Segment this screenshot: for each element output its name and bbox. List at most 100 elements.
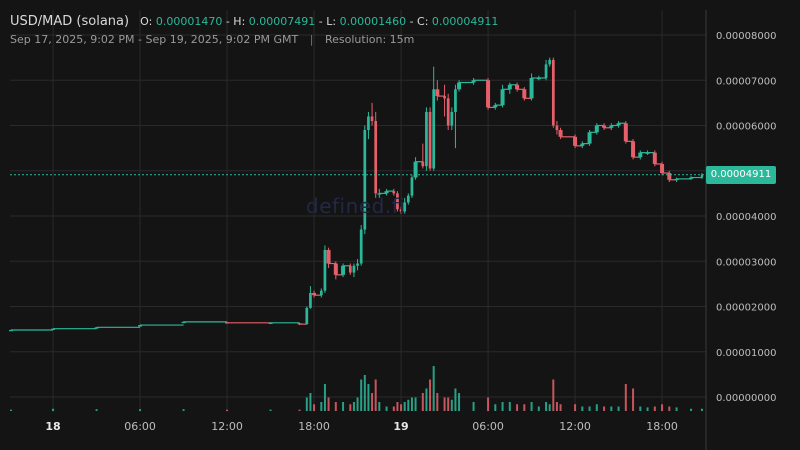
volume-bar: [675, 407, 678, 411]
candle-body: [493, 105, 498, 108]
volume-bar: [410, 397, 413, 411]
volume-bar: [574, 404, 577, 411]
candle-body: [616, 123, 621, 126]
candle-body: [602, 125, 607, 128]
volume-bar: [305, 397, 308, 411]
candle-body: [638, 152, 643, 158]
volume-bar: [396, 402, 399, 411]
candle-body: [341, 265, 346, 275]
candle-body: [410, 177, 414, 196]
volume-bar: [646, 407, 649, 411]
y-tick-label: 0.00004000: [716, 212, 776, 223]
y-axis-labels: 0.000080000.000070000.000060000.00005000…: [716, 31, 776, 404]
date-range: Sep 17, 2025, 9:02 PM - Sep 19, 2025, 9:…: [10, 33, 299, 46]
volume-bar: [95, 409, 98, 411]
volume-bar: [661, 404, 664, 411]
candle-body: [594, 125, 599, 133]
x-tick-label: 06:00: [472, 420, 504, 433]
volume-bar: [407, 399, 410, 411]
volume-bar: [516, 404, 519, 411]
open-value: 0.00001470: [155, 15, 223, 28]
low-sep: -: [318, 15, 327, 28]
candle-body: [374, 120, 378, 194]
volume-bar: [327, 397, 330, 411]
low-key: L:: [326, 15, 337, 28]
chart-header: USD/MAD (solana) O: 0.00001470 - H: 0.00…: [10, 10, 498, 29]
candle-body: [428, 111, 432, 169]
open-label: O:: [140, 15, 153, 28]
candle-body: [623, 123, 628, 142]
candle-body: [435, 89, 440, 97]
candle-body: [555, 125, 559, 131]
x-tick-label: 06:00: [124, 420, 156, 433]
candle-body: [399, 209, 403, 212]
volume-bar: [182, 409, 185, 411]
candle-body: [312, 292, 317, 296]
candle-body: [363, 130, 367, 230]
volume-bar: [52, 408, 55, 411]
candle-body: [384, 191, 389, 194]
candle-body: [396, 193, 399, 210]
candle-body: [515, 84, 520, 90]
volume-bar: [414, 397, 417, 411]
volume-bar: [537, 406, 540, 411]
resolution-label: Resolution: 15m: [324, 33, 415, 46]
volume-bar: [298, 409, 301, 411]
candle-body: [471, 80, 476, 83]
volume-bar: [356, 397, 359, 411]
volume-bar: [610, 406, 613, 411]
candle-body: [660, 163, 665, 174]
volume-bar: [352, 402, 355, 411]
volume-bar: [349, 404, 352, 411]
candle-body: [551, 59, 555, 126]
volume-bars: [10, 366, 703, 411]
candle-body: [652, 152, 657, 164]
volume-bar: [10, 409, 13, 411]
volume-bar: [320, 402, 323, 411]
candle-body: [667, 173, 672, 180]
candle-body: [507, 84, 512, 90]
volume-bar: [700, 408, 703, 411]
candle-body: [645, 152, 650, 154]
volume-bar: [603, 406, 606, 411]
volume-bar: [523, 404, 526, 411]
pair-title: USD/MAD (solana): [10, 14, 130, 29]
volume-bar: [313, 404, 316, 411]
volume-bar: [139, 409, 142, 411]
volume-bar: [588, 406, 591, 411]
candle-body: [333, 263, 338, 275]
candle-body: [392, 191, 396, 194]
candle-body: [446, 98, 450, 126]
candle-body: [421, 161, 425, 167]
volume-bar: [624, 384, 627, 411]
volume-bar: [545, 402, 548, 411]
last-price-tag: 0.00004911: [706, 166, 776, 184]
volume-bar: [392, 406, 395, 411]
candle-body: [309, 292, 312, 308]
candle-body: [319, 290, 323, 296]
volume-bar: [501, 402, 504, 411]
volume-bar: [378, 402, 381, 411]
y-tick-label: 0.00001000: [716, 348, 776, 359]
volume-bar: [323, 384, 326, 411]
candle-body: [323, 249, 327, 291]
x-tick-label: 12:00: [559, 420, 591, 433]
volume-bar: [555, 402, 558, 411]
volume-bar: [385, 406, 388, 411]
candle-body: [326, 249, 331, 264]
x-tick-label: 12:00: [211, 420, 243, 433]
volume-bar: [436, 393, 439, 411]
candles: [9, 57, 704, 332]
volume-bar: [425, 388, 428, 411]
volume-bar: [458, 393, 461, 411]
candle-body: [529, 77, 534, 99]
candle-body: [486, 80, 491, 108]
volume-bar: [371, 393, 374, 411]
chart-subtitle: Sep 17, 2025, 9:02 PM - Sep 19, 2025, 9:…: [10, 33, 414, 46]
close-value: 0.00004911: [431, 15, 499, 28]
volume-bar: [269, 409, 272, 411]
grid-lines: [10, 10, 707, 450]
volume-bar: [530, 402, 533, 411]
candle-body: [580, 143, 585, 146]
